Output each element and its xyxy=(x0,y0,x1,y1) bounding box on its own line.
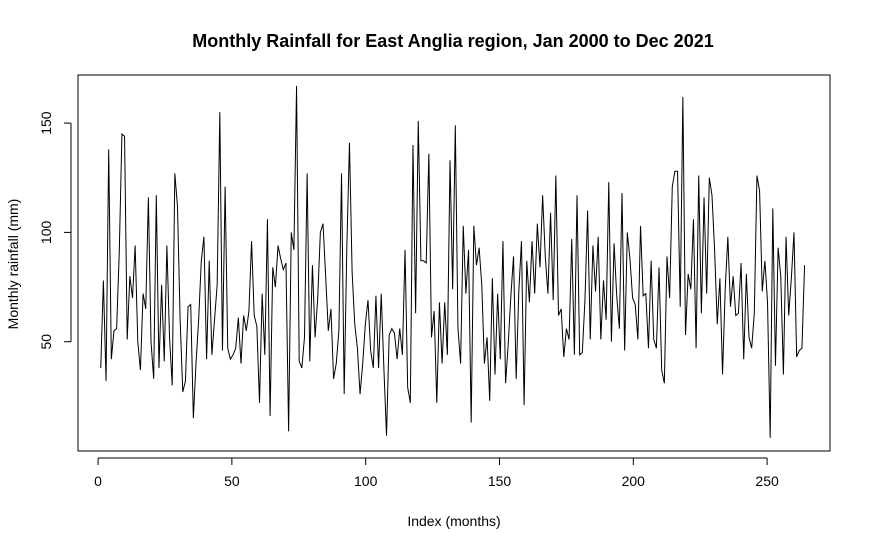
x-tick-label: 200 xyxy=(622,473,646,489)
x-tick-label: 0 xyxy=(94,473,102,489)
y-tick-label: 50 xyxy=(38,334,54,350)
x-tick-label: 100 xyxy=(354,473,378,489)
x-tick-label: 150 xyxy=(488,473,512,489)
x-axis-label: Index (months) xyxy=(407,513,500,529)
y-axis-label: Monthly rainfall (mm) xyxy=(5,199,21,330)
chart-title: Monthly Rainfall for East Anglia region,… xyxy=(192,31,713,51)
x-axis: 0 50 100 150 200 250 xyxy=(94,457,779,489)
x-tick-label: 50 xyxy=(224,473,240,489)
y-tick-label: 100 xyxy=(38,221,54,245)
y-axis: 50 100 150 xyxy=(38,111,72,350)
x-tick-label: 250 xyxy=(755,473,779,489)
rainfall-series-line xyxy=(100,85,806,438)
plot-frame xyxy=(77,74,831,452)
y-tick-label: 150 xyxy=(38,111,54,135)
